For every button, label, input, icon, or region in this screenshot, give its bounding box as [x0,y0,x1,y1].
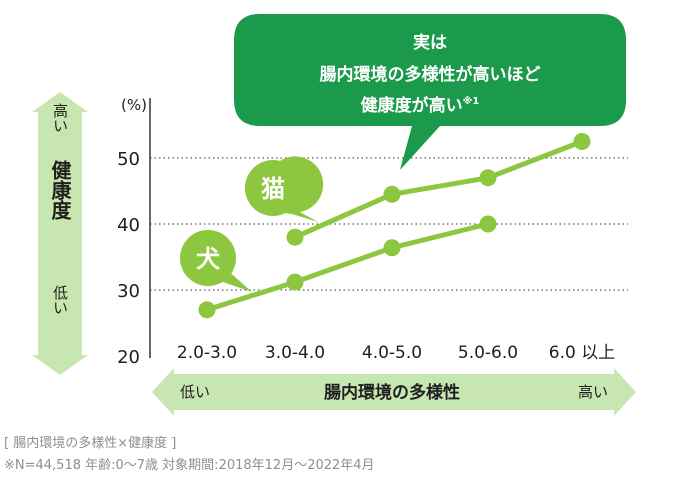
y-axis-high-label: 高い [51,103,69,133]
caption-title: [ 腸内環境の多様性×健康度 ] [4,436,177,451]
data-point-dog [383,239,401,257]
data-point-cat [383,185,401,203]
cat-label-bubble: 猫 [245,156,324,222]
y-axis-low-label: 低い [51,285,69,315]
data-point-dog [286,273,304,291]
data-point-dog [198,301,216,319]
y-axis-unit: (%) [121,96,147,114]
y-tick-label: 40 [117,215,140,236]
callout-bubble: 実は 腸内環境の多様性が高いほど 健康度が高い※1 [234,14,626,170]
series-line-cat [293,139,583,240]
callout-line-1: 実は [413,32,447,53]
x-tick-label: 6.0 以上 [549,343,615,363]
data-point-cat [479,169,497,187]
x-tick-label: 3.0-4.0 [265,343,325,363]
x-axis-title: 腸内環境の多様性 [324,382,460,403]
data-point-cat [286,228,304,246]
y-tick-label: 20 [117,347,140,368]
series-label-cat: 猫 [261,175,285,203]
caption-note: ※N=44,518 年齢:0～7歳 対象期間:2018年12月～2022年4月 [4,458,375,473]
callout-line-3: 健康度が高い※1 [361,95,480,116]
callout-line-2: 腸内環境の多様性が高いほど [320,64,541,85]
data-point-cat [573,133,591,150]
x-tick-label: 5.0-6.0 [458,343,518,363]
x-tick-label: 2.0-3.0 [177,343,237,363]
dog-label-bubble: 犬 [180,230,252,292]
series-label-dog: 犬 [196,245,221,273]
data-point-dog [479,215,497,233]
x-axis-arrow [152,368,636,416]
y-axis-title: 健康度 [48,159,72,221]
y-tick-label: 50 [117,149,140,170]
series-line-dog [206,221,489,313]
x-axis-low-label: 低い [180,383,210,401]
y-tick-label: 30 [117,281,140,302]
x-axis-high-label: 高い [578,383,608,401]
x-tick-label: 4.0-5.0 [362,343,422,363]
y-axis-arrow [32,92,88,375]
callout-note: ※1 [463,95,480,107]
